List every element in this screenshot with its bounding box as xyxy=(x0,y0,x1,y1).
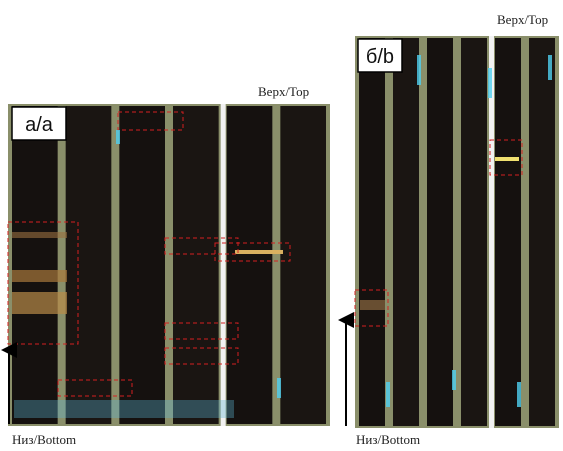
core xyxy=(393,38,419,426)
top-caption: Верх/Top xyxy=(258,84,309,99)
band xyxy=(495,157,519,161)
panel-label: б/b xyxy=(366,46,394,68)
core xyxy=(66,106,112,424)
band xyxy=(12,292,67,314)
core xyxy=(173,106,219,424)
top-caption: Верх/Top xyxy=(497,12,548,27)
core xyxy=(495,38,521,426)
uv-glow xyxy=(386,382,390,407)
core xyxy=(359,38,385,426)
uv-glow xyxy=(277,378,281,398)
core xyxy=(280,106,326,424)
core xyxy=(427,38,453,426)
uv-glow xyxy=(116,130,120,144)
photo-b-frame xyxy=(355,36,559,428)
core xyxy=(227,106,273,424)
core xyxy=(461,38,487,426)
body: а/a б/b Верх/Top Верх/Top Низ/Bottom Низ… xyxy=(0,0,563,451)
uv-glow xyxy=(14,400,234,418)
uv-glow xyxy=(517,382,521,407)
figure: а/a б/b Верх/Top Верх/Top Низ/Bottom Низ… xyxy=(0,0,563,451)
core xyxy=(12,106,58,424)
uv-glow xyxy=(452,370,456,390)
bottom-caption: Низ/Bottom xyxy=(356,432,420,447)
uv-glow xyxy=(417,55,421,85)
uv-glow xyxy=(488,68,492,98)
photo-b xyxy=(355,36,559,428)
scale-bar xyxy=(221,104,226,426)
band xyxy=(12,232,67,238)
page: {"panel_a": {"label": "а/a", "top": "Вер… xyxy=(0,0,563,451)
core xyxy=(119,106,165,424)
uv-glow xyxy=(548,55,552,80)
bottom-caption: Низ/Bottom xyxy=(12,432,76,447)
panel-label: а/a xyxy=(25,114,54,136)
core xyxy=(529,38,555,426)
band xyxy=(12,270,67,282)
photo-a xyxy=(8,104,330,426)
band xyxy=(360,300,385,310)
band xyxy=(235,250,283,254)
